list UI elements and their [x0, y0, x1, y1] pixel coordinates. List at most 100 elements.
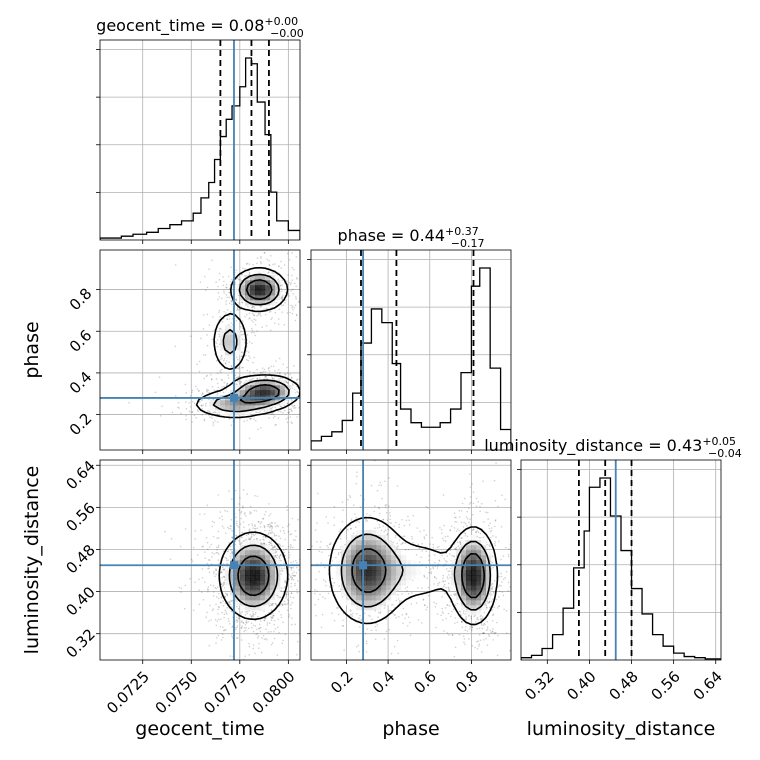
- sample-point: [236, 625, 239, 627]
- sample-point: [438, 581, 441, 584]
- density-cell: [260, 565, 266, 571]
- sample-point: [288, 578, 290, 581]
- sample-point: [209, 559, 211, 561]
- sample-point: [241, 301, 244, 304]
- sample-point: [263, 619, 266, 621]
- sample-point: [468, 507, 470, 510]
- sample-point: [271, 531, 274, 533]
- sample-point: [201, 591, 203, 593]
- density-cell: [411, 575, 417, 581]
- sample-point: [198, 578, 200, 581]
- sample-point: [231, 536, 233, 539]
- density-cell: [230, 555, 236, 561]
- sample-point: [198, 389, 200, 392]
- sample-point: [449, 529, 451, 531]
- sample-point: [253, 418, 255, 420]
- density-cell: [270, 570, 276, 576]
- sample-point: [326, 544, 328, 547]
- density-cell: [250, 565, 256, 571]
- sample-point: [314, 529, 317, 531]
- sample-point: [269, 329, 272, 332]
- sample-point: [265, 637, 267, 640]
- sample-point: [218, 592, 220, 595]
- sample-point: [275, 547, 278, 550]
- sample-point: [203, 377, 206, 380]
- sample-point: [218, 343, 221, 346]
- sample-point: [254, 611, 257, 614]
- sample-point: [207, 590, 209, 593]
- density-cell: [481, 550, 487, 556]
- density-cell: [356, 575, 362, 581]
- sample-point: [212, 535, 215, 538]
- density-cell: [351, 585, 357, 591]
- sample-point: [191, 560, 194, 563]
- sample-point: [382, 518, 385, 521]
- sample-point: [283, 600, 286, 603]
- sample-point: [285, 381, 288, 383]
- sample-point: [389, 518, 392, 521]
- sample-point: [248, 317, 250, 320]
- density-cell: [351, 555, 357, 561]
- sample-point: [458, 610, 461, 613]
- sample-point: [282, 526, 284, 529]
- sample-point: [252, 647, 255, 650]
- sample-point: [365, 640, 368, 643]
- sample-point: [265, 510, 267, 513]
- sample-point: [447, 612, 450, 615]
- sample-point: [191, 391, 193, 394]
- sample-point: [420, 556, 422, 559]
- sample-point: [290, 578, 293, 581]
- sample-point: [243, 630, 245, 633]
- density-cell: [356, 565, 362, 571]
- sample-point: [210, 378, 213, 381]
- sample-point: [267, 525, 269, 528]
- sample-point: [196, 388, 199, 390]
- sample-point: [293, 554, 295, 556]
- sample-point: [486, 600, 488, 603]
- sample-point: [231, 301, 233, 303]
- y-tick-label: 0.56: [62, 499, 98, 535]
- density-cell: [451, 570, 457, 576]
- sample-point: [397, 545, 399, 548]
- density-cell: [486, 580, 492, 586]
- sample-point: [435, 602, 438, 605]
- sample-point: [294, 530, 297, 532]
- density-cell: [371, 555, 377, 561]
- density-cell: [245, 570, 251, 576]
- density-cell: [466, 550, 472, 556]
- sample-point: [389, 521, 391, 524]
- density-cell: [235, 390, 241, 396]
- sample-point: [240, 510, 243, 513]
- density-cell: [371, 580, 377, 586]
- density-cell: [245, 550, 251, 556]
- sample-point: [252, 527, 254, 529]
- sample-point: [280, 614, 282, 616]
- sample-point: [476, 640, 478, 643]
- sample-point: [250, 622, 253, 624]
- sample-point: [245, 534, 248, 537]
- sample-point: [463, 641, 465, 643]
- sample-point: [444, 560, 447, 562]
- sample-point: [202, 353, 205, 356]
- sample-point: [221, 379, 224, 382]
- sample-point: [236, 524, 238, 527]
- sample-point: [302, 587, 304, 589]
- sample-point: [486, 626, 489, 628]
- sample-point: [216, 546, 218, 549]
- density-cell: [255, 560, 261, 566]
- sample-point: [271, 272, 274, 274]
- sample-point: [441, 611, 444, 613]
- sample-point: [490, 527, 493, 529]
- sample-point: [323, 566, 326, 569]
- sample-point: [290, 566, 293, 569]
- sample-point: [228, 315, 230, 318]
- sample-point: [337, 613, 340, 616]
- sample-point: [486, 620, 489, 623]
- sample-point: [248, 610, 250, 612]
- sample-point: [464, 522, 467, 525]
- sample-point: [221, 525, 224, 528]
- sample-point: [240, 612, 242, 614]
- sample-point: [379, 611, 382, 613]
- sample-point: [374, 505, 376, 508]
- density-cell: [371, 585, 377, 591]
